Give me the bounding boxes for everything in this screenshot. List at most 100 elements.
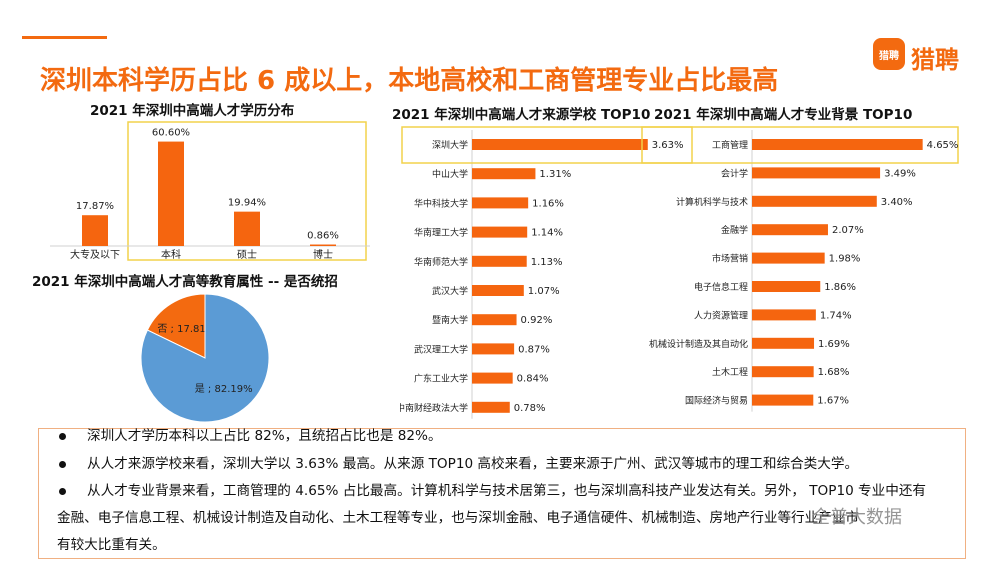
category-label: 计算机科学与技术 [676,196,748,208]
bar [472,255,527,267]
major-bar-chart: 工商管理 4.65% 会计学 3.49% 计算机科学与技术 3.40% 金融学 2.07% 市场… [641,126,959,412]
bar [158,141,184,246]
bar [752,309,816,321]
bar [472,285,524,296]
category-label: 机械设计制造及其自动化 [649,338,748,350]
enrollment-pie-chart: 否 ; 17.81% 是 ; 82.19% [140,293,270,423]
category-label: 会计学 [721,167,748,179]
bar-value-label: 3.49% [884,168,916,179]
category-label: 暨南大学 [432,314,468,326]
note-text: 从人才来源学校来看，深圳大学以 3.63% 最高。从来源 TOP10 高校来看，… [87,456,859,472]
category-label: 武汉理工大学 [414,343,468,355]
category-label: 中南财经政法大学 [400,402,468,414]
bar [234,211,260,246]
bar-value-label: 1.68% [818,367,850,378]
category-label: 武汉大学 [432,285,468,297]
title-accent-line [22,36,107,39]
bar-value-label: 1.86% [824,282,856,293]
category-label: 人力资源管理 [694,309,748,321]
category-label: 土木工程 [712,366,748,378]
category-label: 华南师范大学 [414,256,468,268]
bar-value-label: 1.74% [820,310,852,321]
bar [472,314,517,326]
note-text-line2: 金融、电子信息工程、机械设计制造及自动化、土木工程等专业，也与深圳金融、电子通信… [57,510,860,526]
category-label: 华南理工大学 [414,227,468,239]
page-title: 深圳本科学历占比 6 成以上，本地高校和工商管理专业占比最高 [40,66,779,96]
note-text-line1: 从人才专业背景来看，工商管理的 4.65% 占比最高。计算机科学与技术居第三，也… [87,483,927,499]
bar-value-label: 1.13% [531,257,563,268]
bar-value-label: 60.60% [152,128,190,139]
bar [472,401,510,413]
logo-mark: 猎聘 [879,50,899,62]
bar [752,281,821,292]
logo-text: 猎聘 [911,46,959,74]
category-label: 中山大学 [432,168,468,180]
bar [752,366,814,378]
pie-slice [146,293,206,359]
category-label: 市场营销 [712,253,748,265]
bar-value-label: 1.16% [532,198,564,209]
school-bar-chart: 深圳大学 3.63% 中山大学 1.31% 华中科技大学 1.16% 华南理工大学 1.14%… [400,126,693,419]
bullet-icon [59,433,66,440]
bar-value-label: 3.40% [881,197,913,208]
logo-icon: 猎聘 [873,38,905,70]
education-bar-chart: 17.87% 大专及以下 60.60% 本科 19.94% 硕士 0.86% 博士 [50,121,370,261]
bar-value-label: 0.86% [307,231,339,242]
bar [752,224,828,236]
bullet-icon [59,488,66,495]
bar-value-label: 1.31% [539,169,571,180]
pie-slice-label: 否 ; 17.81% [157,323,215,335]
bar-value-label: 2.07% [832,225,864,236]
note-text-line3: 有较大比重有关。 [57,537,166,553]
bar [472,343,515,355]
bar [472,226,528,238]
pie-slice-label: 是 ; 82.19% [195,383,253,395]
bar-value-label: 19.94% [228,198,266,209]
bar-value-label: 3.63% [652,140,684,151]
bar [752,167,881,179]
bar-value-label: 1.07% [528,286,560,297]
highlight-box [401,126,693,164]
pie-chart-title: 2021 年深圳中高端人才高等教育属性 -- 是否统招 [32,274,338,290]
note-text: 深圳人才学历本科以上占比 82%，且统招占比也是 82%。 [87,428,442,444]
category-label: 广东工业大学 [414,373,468,385]
bar [310,244,336,246]
bar-value-label: 0.78% [514,403,546,414]
bar [752,394,814,406]
category-label: 华中科技大学 [414,197,468,209]
pie-slice [140,293,270,423]
bar-value-label: 1.98% [829,254,861,265]
bar [752,337,815,349]
school-chart-title: 2021 年深圳中高端人才来源学校 TOP10 [392,107,651,123]
category-label: 电子信息工程 [694,281,748,293]
bar [472,197,529,209]
bar-value-label: 4.65% [927,140,959,151]
bar [752,252,825,264]
bar [472,168,536,180]
watermark: 全普大数据 [812,507,902,528]
highlight-box [127,121,367,261]
bar [752,139,923,150]
bar [472,372,513,384]
major-chart-title: 2021 年深圳中高端人才专业背景 TOP10 [654,107,913,123]
bar-value-label: 0.92% [521,315,553,326]
category-label: 本科 [161,248,181,261]
bar [82,215,108,246]
bar-value-label: 1.14% [531,228,563,239]
category-label: 金融学 [721,224,748,236]
category-label: 大专及以下 [70,248,120,261]
bar-value-label: 0.87% [518,344,550,355]
education-chart-title: 2021 年深圳中高端人才学历分布 [90,103,295,119]
category-label: 博士 [313,248,333,261]
bullet-icon [59,461,66,468]
category-label: 国际经济与贸易 [685,395,748,407]
bar [472,139,648,150]
highlight-box [641,126,959,164]
category-label: 硕士 [237,248,257,261]
bar-value-label: 0.84% [517,374,549,385]
category-label: 工商管理 [712,139,748,151]
bar-value-label: 17.87% [76,201,114,212]
bar-value-label: 1.67% [817,396,849,407]
notes-box: 深圳人才学历本科以上占比 82%，且统招占比也是 82%。 从人才来源学校来看，… [38,428,966,559]
category-label: 深圳大学 [432,139,468,151]
